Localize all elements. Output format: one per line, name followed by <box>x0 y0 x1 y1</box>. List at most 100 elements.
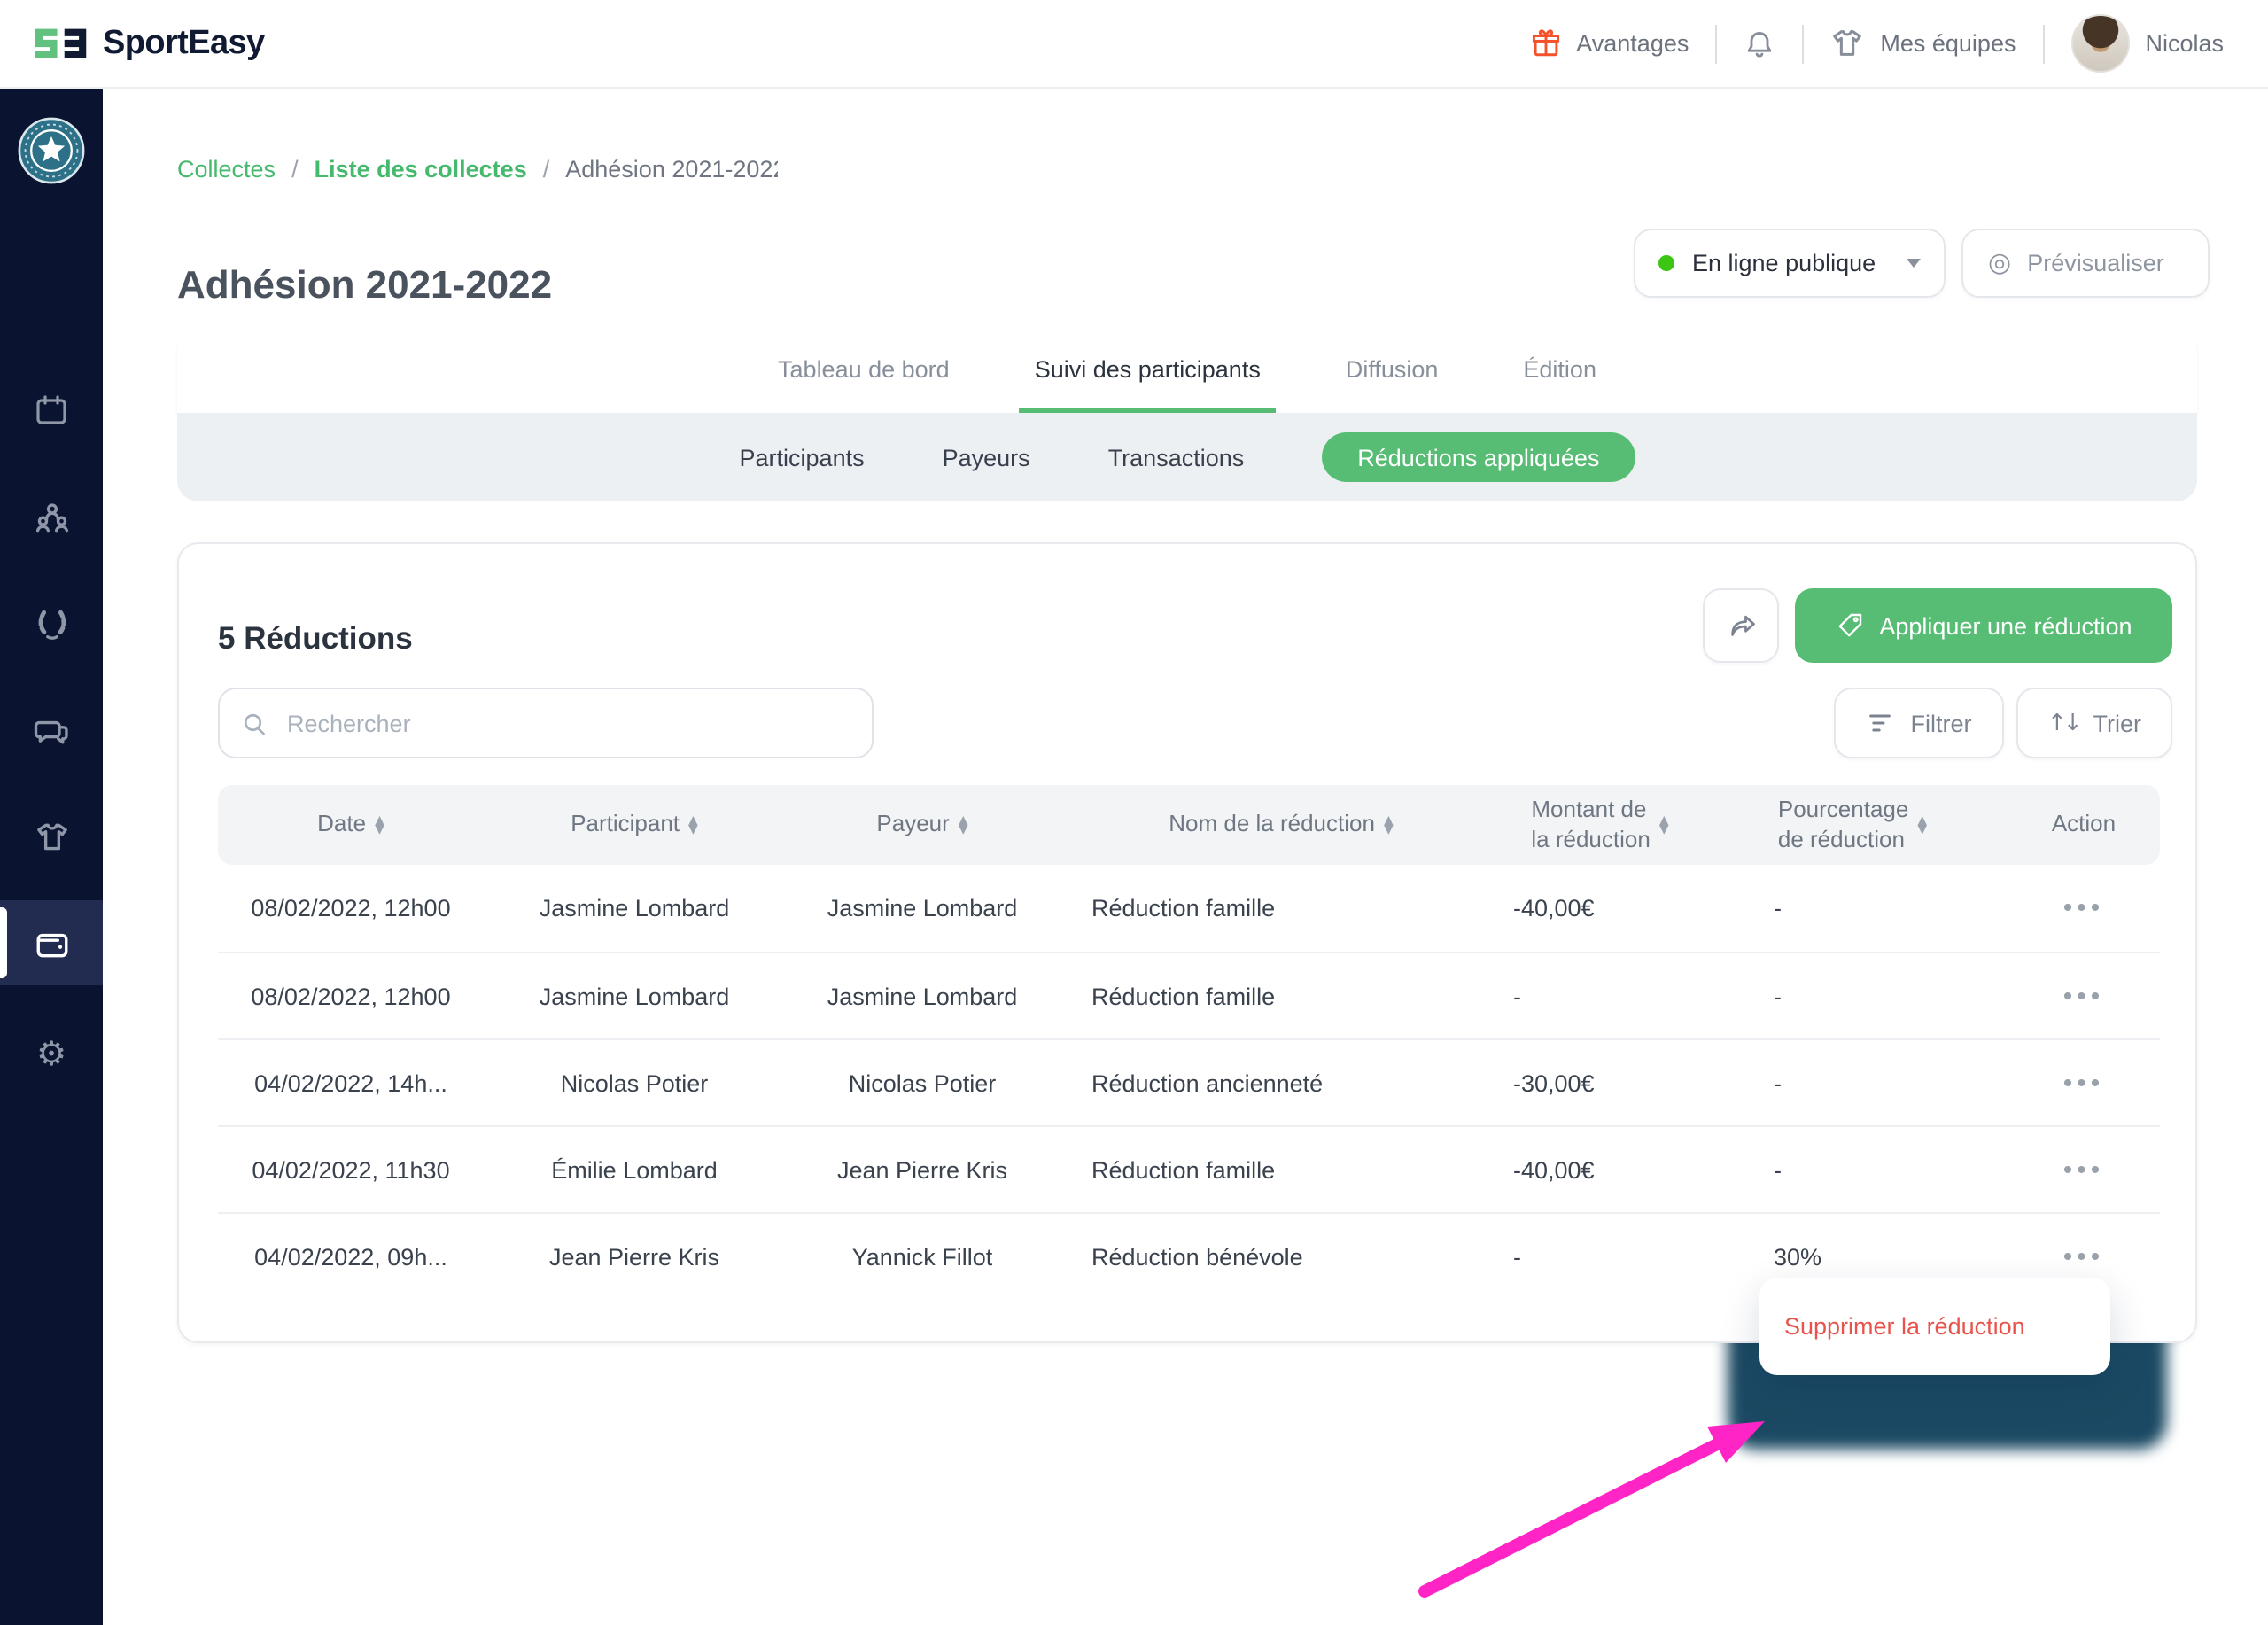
sort-icon: ▲ ▼ <box>1658 812 1669 836</box>
row-actions-button[interactable]: ••• <box>2062 1068 2105 1098</box>
subtab-payeurs[interactable]: Payeurs <box>942 444 1030 470</box>
apply-reduction-button[interactable]: Appliquer une réduction <box>1795 588 2172 663</box>
share-button[interactable] <box>1703 588 1779 663</box>
column-header-montant[interactable]: Montant de la réduction ▲ ▼ <box>1531 796 1669 852</box>
sort-icon: ▲ ▼ <box>688 812 698 836</box>
cell-reduction-name: Réduction famille <box>1091 895 1276 921</box>
row-actions-button[interactable]: ••• <box>2062 981 2105 1011</box>
cell-percentage: - <box>1774 1069 1782 1096</box>
cell-date: 08/02/2022, 12h00 <box>251 983 451 1009</box>
row-actions-button[interactable]: ••• <box>2062 1155 2105 1185</box>
status-online-dot <box>1658 255 1674 271</box>
breadcrumb-current: Adhésion 2021-2022 <box>565 156 779 183</box>
sidebar-item-settings[interactable]: ⚙ <box>0 1012 103 1097</box>
user-avatar <box>2070 14 2130 73</box>
table-row: 08/02/2022, 12h00 Jasmine Lombard Jasmin… <box>218 865 2160 952</box>
tab-edition[interactable]: Édition <box>1523 356 1596 383</box>
gift-icon <box>1532 29 1559 57</box>
nav-advantages-label: Avantages <box>1576 30 1689 57</box>
cell-participant: Nicolas Potier <box>560 1069 709 1096</box>
sort-button[interactable]: ↑↓ Trier <box>2016 688 2172 758</box>
tab-suivi-des-participants[interactable]: Suivi des participants <box>1018 331 1277 413</box>
share-icon <box>1730 615 1754 636</box>
sidebar-item-calendar[interactable] <box>0 369 103 454</box>
search-box <box>218 688 874 758</box>
bell-icon <box>1748 30 1772 57</box>
team-badge[interactable] <box>18 117 85 184</box>
search-input[interactable] <box>284 708 850 738</box>
column-header-date[interactable]: Date ▲ ▼ <box>317 810 384 837</box>
preview-label: Prévisualiser <box>2027 250 2164 276</box>
nav-my-teams[interactable]: Mes équipes <box>1830 27 2016 60</box>
sidebar-item-competitions[interactable] <box>0 581 103 666</box>
column-header-payeur[interactable]: Payeur ▲ ▼ <box>876 810 968 837</box>
breadcrumb-separator: / <box>291 156 299 183</box>
chat-icon <box>33 719 67 743</box>
cell-date: 04/02/2022, 11h30 <box>252 1156 450 1183</box>
row-actions-button[interactable]: ••• <box>2062 1241 2105 1271</box>
divider <box>2042 24 2045 63</box>
breadcrumb-separator: / <box>542 156 550 183</box>
row-actions-button[interactable]: ••• <box>2062 893 2105 923</box>
cell-action: ••• <box>2008 865 2160 952</box>
column-header-nom[interactable]: Nom de la réduction ▲ ▼ <box>1169 810 1394 837</box>
cell-participant: Jasmine Lombard <box>539 983 730 1009</box>
cell-reduction-name: Réduction famille <box>1091 1156 1276 1183</box>
user-menu[interactable]: Nicolas <box>2070 14 2224 73</box>
cell-percentage: - <box>1774 983 1782 1009</box>
jersey-icon <box>1833 30 1862 56</box>
reductions-panel: 5 Réductions Appliquer une réduction Fil… <box>177 542 2197 1343</box>
sort-icon: ▲ ▼ <box>1383 812 1394 836</box>
eye-icon: ◎ <box>1988 246 2012 278</box>
sidebar-item-payments[interactable] <box>0 900 103 985</box>
cell-action: ••• <box>2008 953 2160 1038</box>
calendar-icon <box>36 395 66 424</box>
cell-amount: -30,00€ <box>1513 1069 1595 1096</box>
filter-label: Filtrer <box>1910 710 1972 736</box>
row-context-menu: Supprimer la réduction <box>1759 1278 2110 1375</box>
tab-bar: Tableau de bord Suivi des participants D… <box>177 331 2197 413</box>
sort-icon: ▲ ▼ <box>375 812 384 836</box>
cell-amount: - <box>1513 983 1521 1009</box>
subtab-transactions[interactable]: Transactions <box>1107 444 1245 470</box>
subtab-participants[interactable]: Participants <box>739 444 865 470</box>
cell-amount: - <box>1513 1243 1521 1270</box>
tag-icon <box>1837 613 1861 637</box>
menu-item-delete-reduction[interactable]: Supprimer la réduction <box>1784 1313 2025 1340</box>
cell-action: ••• <box>2008 1214 2160 1299</box>
sidebar-item-members[interactable] <box>0 475 103 560</box>
table-row: 04/02/2022, 14h... Nicolas Potier Nicola… <box>218 1038 2160 1125</box>
table-header: Date ▲ ▼ Participant ▲ ▼ Payeur ▲ ▼ Nom de la … <box>218 785 2160 865</box>
subtab-bar: Participants Payeurs Transactions Réduct… <box>177 413 2197 501</box>
sporteasy-logo-icon <box>35 28 87 58</box>
brand-logo[interactable]: SportEasy <box>0 24 265 63</box>
preview-button[interactable]: ◎ Prévisualiser <box>1961 229 2210 298</box>
brand-name: SportEasy <box>103 24 265 61</box>
sidebar-item-equipment[interactable] <box>0 794 103 879</box>
table-body: 08/02/2022, 12h00 Jasmine Lombard Jasmin… <box>218 865 2160 1299</box>
sort-icon: ▲ ▼ <box>1917 812 1928 836</box>
apply-reduction-label: Appliquer une réduction <box>1879 612 2132 639</box>
status-label: En ligne publique <box>1692 250 1876 276</box>
status-dropdown[interactable]: En ligne publique <box>1634 229 1946 298</box>
column-header-participant[interactable]: Participant ▲ ▼ <box>571 810 698 837</box>
table-row: 08/02/2022, 12h00 Jasmine Lombard Jasmin… <box>218 952 2160 1038</box>
column-header-action: Action <box>2051 810 2117 837</box>
nav-advantages[interactable]: Avantages <box>1530 28 1689 58</box>
subtab-reductions-appliquees[interactable]: Réductions appliquées <box>1322 432 1635 482</box>
column-header-pourcentage[interactable]: Pourcentage de réduction ▲ ▼ <box>1777 796 1928 852</box>
sidebar-item-messages[interactable] <box>0 688 103 773</box>
tab-diffusion[interactable]: Diffusion <box>1345 356 1439 383</box>
notifications-button[interactable] <box>1744 27 1775 59</box>
divider <box>1802 24 1805 63</box>
sort-icon: ▲ ▼ <box>958 812 968 836</box>
sidebar: ⚙ <box>0 89 103 1625</box>
tab-tableau-de-bord[interactable]: Tableau de bord <box>778 356 950 383</box>
filter-button[interactable]: Filtrer <box>1834 688 2004 758</box>
breadcrumb-collectes[interactable]: Collectes <box>177 156 276 183</box>
breadcrumb-liste[interactable]: Liste des collectes <box>314 156 527 183</box>
cell-participant: Émilie Lombard <box>551 1156 718 1183</box>
cell-percentage: - <box>1774 895 1782 921</box>
top-nav: Avantages Mes équipes Nicolas <box>1530 14 2268 73</box>
